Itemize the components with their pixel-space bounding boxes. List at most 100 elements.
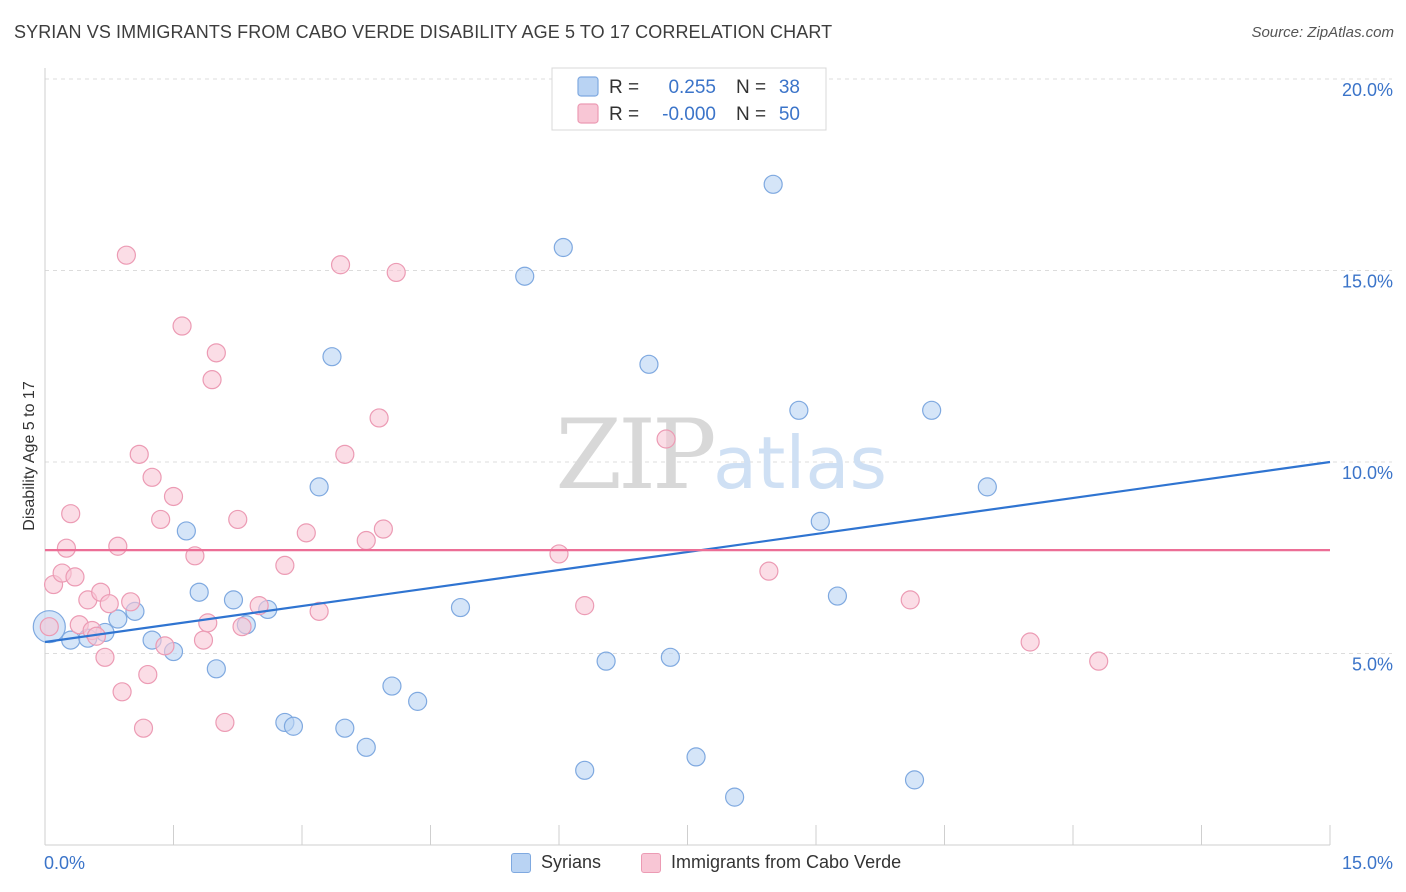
cabo-verde-point-6	[65, 567, 85, 587]
syrian-point-32	[763, 174, 783, 194]
axes	[44, 68, 1331, 846]
syrian-point-35	[827, 586, 848, 606]
cabo-verde-point-47	[759, 561, 779, 581]
trend-lines	[44, 460, 1331, 644]
cabo-verde-point-20	[138, 664, 158, 685]
y-tick-label-1: 5.0%	[1352, 655, 1393, 675]
cabo-verde-point-50	[1089, 651, 1109, 671]
cabo-verde-point-36	[296, 523, 316, 543]
cabo-verde-point-22	[151, 509, 171, 530]
cabo-verde-point-44	[549, 544, 569, 564]
cabo-verde-point-28	[198, 613, 218, 633]
series-legend: Syrians Immigrants from Cabo Verde	[0, 848, 1406, 880]
y-tick-label-2: 10.0%	[1342, 463, 1393, 483]
legend-swatch-cabo-verde-bottom	[641, 852, 661, 873]
syrian-point-31	[725, 787, 745, 807]
syrian-point-28	[639, 354, 659, 374]
cabo-verde-point-15	[112, 682, 132, 702]
legend-label-cabo-verde: Immigrants from Cabo Verde	[671, 852, 902, 872]
cabo-verde-point-38	[330, 255, 351, 275]
syrian-point-25	[553, 237, 573, 258]
cabo-verde-point-40	[356, 530, 376, 551]
syrian-point-16	[283, 716, 304, 736]
cabo-verde-point-49	[1020, 632, 1040, 652]
cabo-verde-point-45	[575, 596, 595, 616]
cabo-verde-point-43	[386, 262, 406, 283]
legend-box: R = 0.255 N = 38 R = -0.000 N = 50	[551, 67, 827, 131]
syrian-point-9	[176, 521, 196, 541]
legend-r-value-2: -0.000	[662, 104, 716, 125]
syrian-point-24	[515, 266, 535, 286]
watermark-zip: ZIP	[555, 399, 714, 511]
syrian-point-17	[309, 477, 329, 497]
cabo-verde-point-32	[228, 509, 248, 530]
syrian-point-27	[596, 651, 616, 671]
tick-labels: 5.0% 10.0% 15.0% 20.0% 0.0% 15.0%	[44, 80, 1393, 873]
cabo-verde-point-29	[202, 370, 222, 390]
legend-item-syrians: Syrians	[511, 852, 601, 873]
cabo-verde-point-42	[373, 519, 393, 539]
cabo-verde-point-27	[193, 630, 214, 650]
grid-lines	[45, 78, 1392, 654]
syrian-point-10	[189, 582, 209, 602]
syrian-point-12	[223, 590, 244, 610]
cabo-verde-point-18	[129, 444, 149, 464]
legend-n-value-1: 38	[779, 77, 800, 98]
cabo-verde-point-21	[142, 467, 162, 487]
watermark-atlas: atlas	[713, 421, 887, 505]
syrian-point-37	[922, 400, 942, 420]
syrian-point-30	[686, 747, 706, 767]
cabo-verde-point-4	[56, 538, 77, 558]
syrian-point-38	[977, 477, 997, 497]
cabo-verde-point-41	[369, 408, 389, 428]
cabo-verde-point-1	[39, 617, 59, 637]
legend-swatch-syrians-bottom	[511, 852, 531, 873]
source-label: Source: ZipAtlas.com	[1251, 24, 1394, 41]
cabo-verde-point-24	[163, 486, 184, 507]
cabo-verde-point-25	[172, 316, 192, 336]
legend-swatch-syrians	[577, 76, 599, 97]
x-tick-label-max: 15.0%	[1342, 853, 1393, 873]
legend-r-value-1: 0.255	[668, 77, 716, 98]
cabo-verde-point-12	[95, 647, 115, 667]
cabo-verde-point-30	[206, 343, 226, 363]
cabo-verde-point-34	[249, 596, 269, 616]
legend-swatch-cabo-verde	[577, 103, 599, 124]
cabo-verde-point-14	[108, 536, 128, 556]
cabo-verde-point-17	[121, 592, 141, 612]
cabo-verde-point-16	[116, 245, 136, 265]
syrians-trend-line	[44, 460, 1331, 644]
syrian-point-26	[575, 760, 595, 780]
legend-n-label-1: N =	[736, 77, 771, 98]
cabo-verde-point-35	[275, 555, 295, 576]
syrian-point-21	[382, 676, 402, 696]
data-points	[32, 174, 1109, 807]
y-tick-label-3: 15.0%	[1342, 272, 1393, 292]
syrian-point-22	[408, 691, 428, 711]
cabo-verde-point-37	[309, 601, 329, 621]
legend-label-syrians: Syrians	[541, 852, 602, 872]
syrian-point-11	[206, 659, 226, 679]
syrian-point-36	[904, 770, 925, 790]
cabo-verde-point-33	[232, 617, 252, 637]
syrian-point-18	[322, 347, 342, 367]
cabo-verde-point-39	[335, 444, 355, 464]
y-axis-label: Disability Age 5 to 17	[21, 381, 38, 531]
legend-n-value-2: 50	[779, 104, 800, 125]
cabo-verde-point-48	[900, 590, 920, 610]
x-tick-label-min: 0.0%	[44, 853, 85, 873]
syrian-point-33	[789, 400, 809, 420]
syrian-point-20	[356, 737, 376, 757]
legend-n-label-2: N =	[736, 104, 771, 125]
syrian-point-19	[335, 718, 355, 738]
watermark: ZIP atlas	[555, 399, 887, 511]
syrian-point-5	[108, 609, 128, 629]
legend-item-cabo-verde: Immigrants from Cabo Verde	[641, 852, 901, 873]
cabo-verde-point-31	[215, 712, 235, 733]
y-tick-label-4: 20.0%	[1342, 80, 1393, 100]
syrian-point-34	[810, 511, 830, 531]
cabo-verde-point-19	[133, 718, 154, 738]
cabo-verde-point-23	[155, 636, 175, 656]
cabo-verde-point-26	[185, 546, 205, 566]
